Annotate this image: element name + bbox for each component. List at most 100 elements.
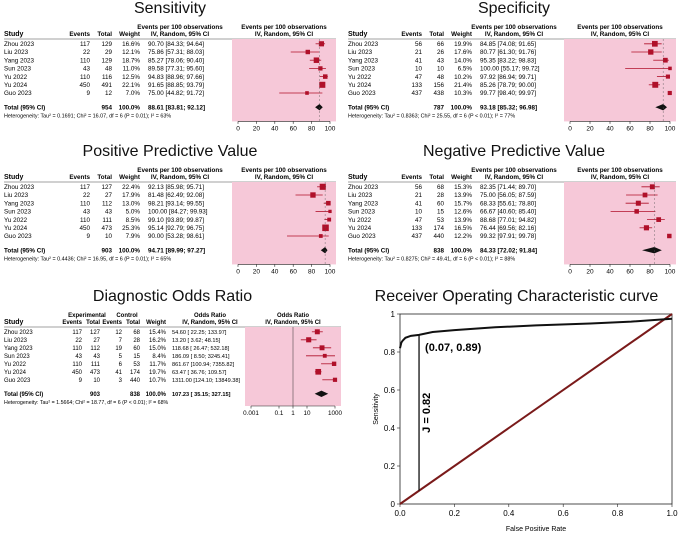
total-count: 954: [101, 104, 112, 111]
forest-plot-background: [232, 182, 336, 265]
chance-diagonal-line: [399, 313, 673, 505]
study-estimate: 88.68 [77.01; 94.82]: [480, 217, 536, 224]
x-axis-tick-label: 40: [606, 125, 614, 132]
study-events: 110: [80, 200, 91, 207]
col-header-plot-2: IV, Random, 95% CI: [591, 31, 649, 38]
study-weight: 16.5%: [454, 225, 472, 232]
total-count: 787: [433, 104, 444, 111]
study-name: Guo 2023: [4, 90, 32, 97]
study-total: 26: [437, 49, 445, 56]
study-marker: [662, 57, 668, 63]
total-label: Total (95% CI): [4, 247, 45, 254]
col-header-weight: Weight: [451, 31, 473, 38]
study-events: 56: [415, 184, 423, 191]
study-estimate: 91.65 [88.85; 93.79]: [148, 82, 204, 89]
study-marker: [652, 40, 658, 47]
study-weight: 7.9%: [126, 233, 141, 240]
study-marker: [634, 209, 639, 214]
study-total: 53: [437, 217, 445, 224]
col-header-weight: Weight: [119, 31, 141, 38]
study-marker: [332, 377, 338, 382]
study-total: 438: [433, 90, 444, 97]
study-events: 41: [415, 200, 423, 207]
total-count: 838: [433, 247, 444, 254]
study-weight: 16.2%: [149, 338, 167, 344]
study-estimate: 76.44 [69.56; 82.16]: [480, 225, 536, 232]
study-ctl-events: 6: [119, 362, 123, 368]
study-name: Yu 2022: [348, 217, 372, 224]
study-marker: [310, 192, 316, 198]
study-total: 473: [101, 225, 112, 232]
y-axis-label: Sensitivity: [373, 393, 380, 425]
study-events: 21: [415, 49, 423, 56]
study-total: 112: [102, 200, 113, 207]
col-header-study: Study: [348, 174, 368, 181]
col-header-estimate-1: Events per 100 observations: [137, 24, 223, 31]
study-marker: [305, 91, 309, 95]
study-name: Sun 2023: [348, 209, 375, 216]
study-estimate: 99.10 [93.89; 99.87]: [148, 217, 204, 224]
sensitivity-title: Sensitivity: [133, 0, 207, 17]
col-header-plot-2: IV, Random, 95% CI: [265, 320, 321, 326]
study-marker: [328, 209, 332, 214]
study-name: Zhou 2023: [4, 41, 35, 48]
study-weight: 10.7%: [149, 378, 167, 384]
study-total: 28: [437, 192, 445, 199]
study-exp-total: 111: [91, 362, 101, 368]
col-header-study: Study: [4, 319, 24, 326]
heterogeneity-text: Heterogeneity: Tau² = 0.1691; Chi² = 16.…: [4, 113, 171, 119]
study-weight: 12.2%: [454, 233, 472, 240]
study-marker: [322, 74, 328, 79]
study-estimate: 95.35 [83.22; 98.83]: [480, 57, 536, 64]
study-events: 117: [80, 184, 91, 191]
total-estimate: 107.23 [ 35.15; 327.15]: [172, 392, 231, 398]
study-estimate: 118.68 [ 26.47; 532.18]: [172, 346, 230, 352]
study-name: Yu 2022: [4, 217, 28, 224]
study-ctl-total: 60: [133, 346, 140, 352]
x-axis-tick-label: 0.1: [275, 410, 284, 417]
study-events: 10: [415, 66, 423, 73]
study-estimate: 90.70 [84.33; 94.64]: [148, 41, 204, 48]
col-header-experimental: Experimental: [68, 313, 106, 319]
study-exp-total: 43: [93, 354, 100, 360]
study-total: 48: [437, 74, 445, 81]
study-name: Yu 2024: [348, 82, 372, 89]
col-header-events: Events: [69, 174, 90, 181]
study-marker: [319, 345, 325, 351]
study-marker: [319, 183, 326, 190]
study-marker: [649, 184, 655, 190]
study-estimate: 63.47 [ 36.76; 109.57]: [172, 370, 227, 376]
study-total: 111: [102, 217, 112, 224]
ppv-panel: Positive Predictive Value Study Events Tot…: [0, 143, 340, 283]
study-marker: [318, 234, 323, 238]
study-total: 66: [437, 41, 445, 48]
x-axis-tick-label: 20: [253, 268, 261, 275]
x-axis-tick-label: 0.0: [394, 509, 406, 518]
study-total: 127: [101, 184, 112, 191]
study-events: 110: [80, 217, 91, 224]
x-axis-label: False Positive Rate: [506, 526, 566, 533]
total-label: Total (95% CI): [348, 247, 389, 254]
study-weight: 8.5%: [126, 217, 141, 224]
y-axis-tick-label: 0: [391, 500, 396, 509]
heterogeneity-text: Heterogeneity: Tau² = 1.5664; Chi² = 18.…: [4, 400, 169, 406]
study-marker: [642, 192, 648, 198]
total-estimate: 93.18 [85.32; 96.98]: [480, 104, 537, 111]
study-ctl-total: 53: [133, 362, 140, 368]
total-label: Total (95% CI): [348, 104, 389, 111]
x-axis-tick-label: 80: [646, 125, 654, 132]
study-weight: 19.7%: [149, 370, 167, 376]
study-name: Yu 2024: [4, 225, 28, 232]
study-events: 41: [415, 57, 423, 64]
col-header-ctl-events: Events: [102, 320, 122, 326]
y-axis-tick-label: 1: [391, 310, 396, 319]
study-name: Zhou 2023: [348, 41, 379, 48]
col-header-exp-total: Total: [86, 320, 100, 326]
study-events: 437: [411, 233, 422, 240]
study-ctl-total: 174: [130, 370, 141, 376]
study-estimate: 13.20 [ 3.62; 48.15]: [172, 338, 221, 344]
study-estimate: 97.92 [86.94; 99.71]: [480, 74, 536, 81]
study-events: 22: [83, 192, 91, 199]
col-header-plot-2: IV, Random, 95% CI: [255, 31, 313, 38]
